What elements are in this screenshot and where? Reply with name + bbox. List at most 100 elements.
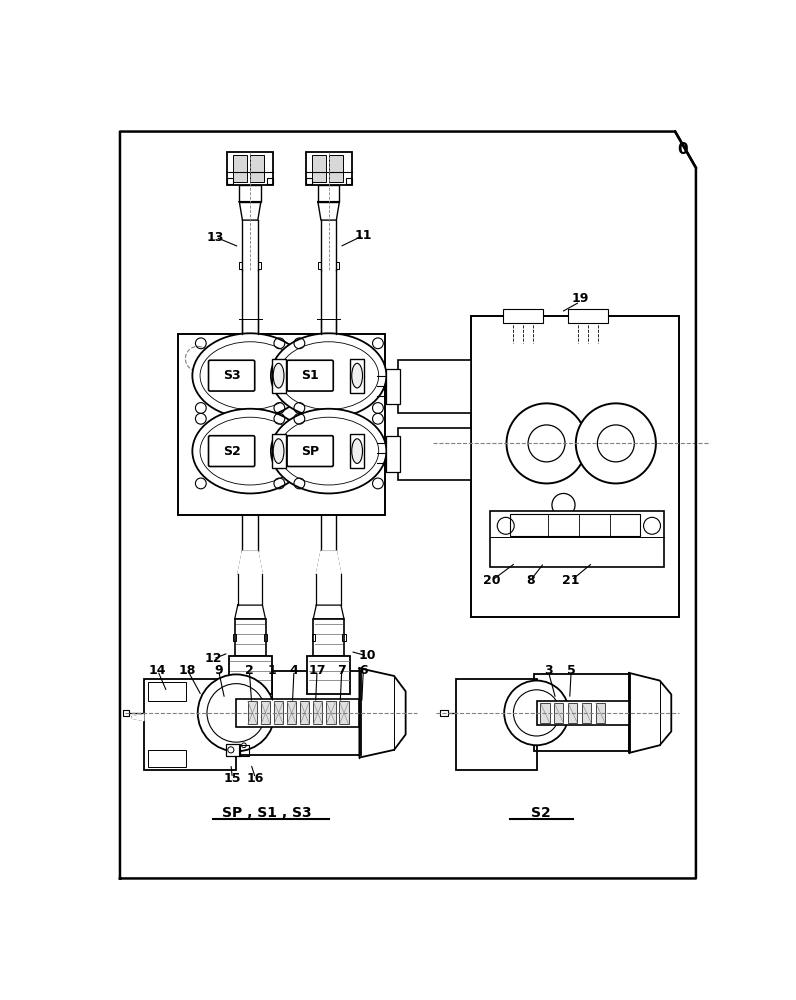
Text: 1: 1 xyxy=(268,664,277,677)
Bar xyxy=(568,703,577,723)
Bar xyxy=(236,699,360,727)
Bar xyxy=(235,619,266,656)
Bar xyxy=(503,309,544,323)
Text: 21: 21 xyxy=(563,574,580,587)
Ellipse shape xyxy=(193,409,308,493)
Bar xyxy=(386,369,400,404)
Bar xyxy=(240,185,261,202)
Bar xyxy=(300,701,310,724)
Text: 16: 16 xyxy=(247,772,264,785)
Text: 10: 10 xyxy=(358,649,376,662)
Ellipse shape xyxy=(271,409,386,493)
Bar xyxy=(339,701,349,724)
Bar xyxy=(248,701,257,724)
Text: 19: 19 xyxy=(572,292,589,305)
Bar xyxy=(233,634,236,641)
Text: 11: 11 xyxy=(354,229,372,242)
Ellipse shape xyxy=(200,342,300,410)
Text: S2: S2 xyxy=(223,445,240,458)
Polygon shape xyxy=(238,551,263,574)
Bar xyxy=(318,262,321,269)
Bar xyxy=(312,634,314,641)
Bar xyxy=(490,511,664,567)
Bar xyxy=(337,262,339,269)
Bar xyxy=(234,671,361,755)
FancyBboxPatch shape xyxy=(209,360,255,391)
Text: 7: 7 xyxy=(338,664,346,677)
Bar xyxy=(455,679,537,770)
Bar xyxy=(178,334,384,515)
Bar xyxy=(312,155,326,182)
Bar xyxy=(250,155,264,182)
Circle shape xyxy=(506,403,587,483)
Bar xyxy=(227,152,273,185)
Bar xyxy=(233,155,247,182)
Ellipse shape xyxy=(279,417,379,485)
Bar xyxy=(350,359,364,393)
Bar xyxy=(271,359,286,393)
FancyBboxPatch shape xyxy=(209,436,255,466)
Ellipse shape xyxy=(352,363,362,388)
Text: 14: 14 xyxy=(149,664,166,677)
Bar xyxy=(386,436,400,472)
Polygon shape xyxy=(132,714,144,721)
Text: SP: SP xyxy=(301,445,319,458)
Bar xyxy=(258,262,261,269)
Bar xyxy=(148,682,186,701)
Text: 17: 17 xyxy=(308,664,326,677)
Bar xyxy=(264,634,267,641)
Bar xyxy=(307,656,350,694)
Bar xyxy=(239,745,249,756)
Bar xyxy=(329,155,342,182)
Bar xyxy=(274,701,283,724)
Bar xyxy=(398,360,471,413)
Bar xyxy=(345,178,352,184)
Bar xyxy=(226,744,240,756)
Circle shape xyxy=(597,425,634,462)
Text: 6: 6 xyxy=(359,664,368,677)
Text: 0: 0 xyxy=(677,142,689,157)
Text: 3: 3 xyxy=(544,664,552,677)
Bar xyxy=(148,750,186,767)
Circle shape xyxy=(528,425,565,462)
Bar xyxy=(306,178,312,184)
Bar xyxy=(261,701,270,724)
Bar xyxy=(306,152,352,185)
Bar xyxy=(314,619,344,656)
Bar xyxy=(287,701,296,724)
Text: 13: 13 xyxy=(207,231,224,244)
Text: SP , S1 , S3: SP , S1 , S3 xyxy=(222,806,312,820)
Text: 15: 15 xyxy=(224,772,241,785)
Bar xyxy=(267,178,273,184)
Ellipse shape xyxy=(271,333,386,418)
Polygon shape xyxy=(360,668,406,758)
Text: S2: S2 xyxy=(530,806,550,820)
Text: S1: S1 xyxy=(301,369,319,382)
Bar xyxy=(554,703,564,723)
Polygon shape xyxy=(629,673,671,753)
Bar xyxy=(123,710,129,716)
Ellipse shape xyxy=(273,363,284,388)
Bar xyxy=(596,703,605,723)
Circle shape xyxy=(504,681,569,745)
Bar xyxy=(534,674,630,751)
Bar xyxy=(471,316,679,617)
Ellipse shape xyxy=(193,333,308,418)
Bar xyxy=(144,679,236,770)
Ellipse shape xyxy=(273,439,284,463)
Circle shape xyxy=(576,403,656,483)
Bar xyxy=(318,185,339,202)
Text: 12: 12 xyxy=(205,652,222,666)
Text: 20: 20 xyxy=(483,574,501,587)
Bar xyxy=(537,701,629,725)
Ellipse shape xyxy=(352,439,362,463)
Bar xyxy=(314,701,322,724)
Circle shape xyxy=(207,684,266,742)
Bar xyxy=(227,178,233,184)
Ellipse shape xyxy=(279,342,379,410)
Text: 5: 5 xyxy=(567,664,576,677)
FancyBboxPatch shape xyxy=(287,360,334,391)
Bar xyxy=(440,710,448,716)
Bar xyxy=(350,434,364,468)
Bar xyxy=(568,309,608,323)
